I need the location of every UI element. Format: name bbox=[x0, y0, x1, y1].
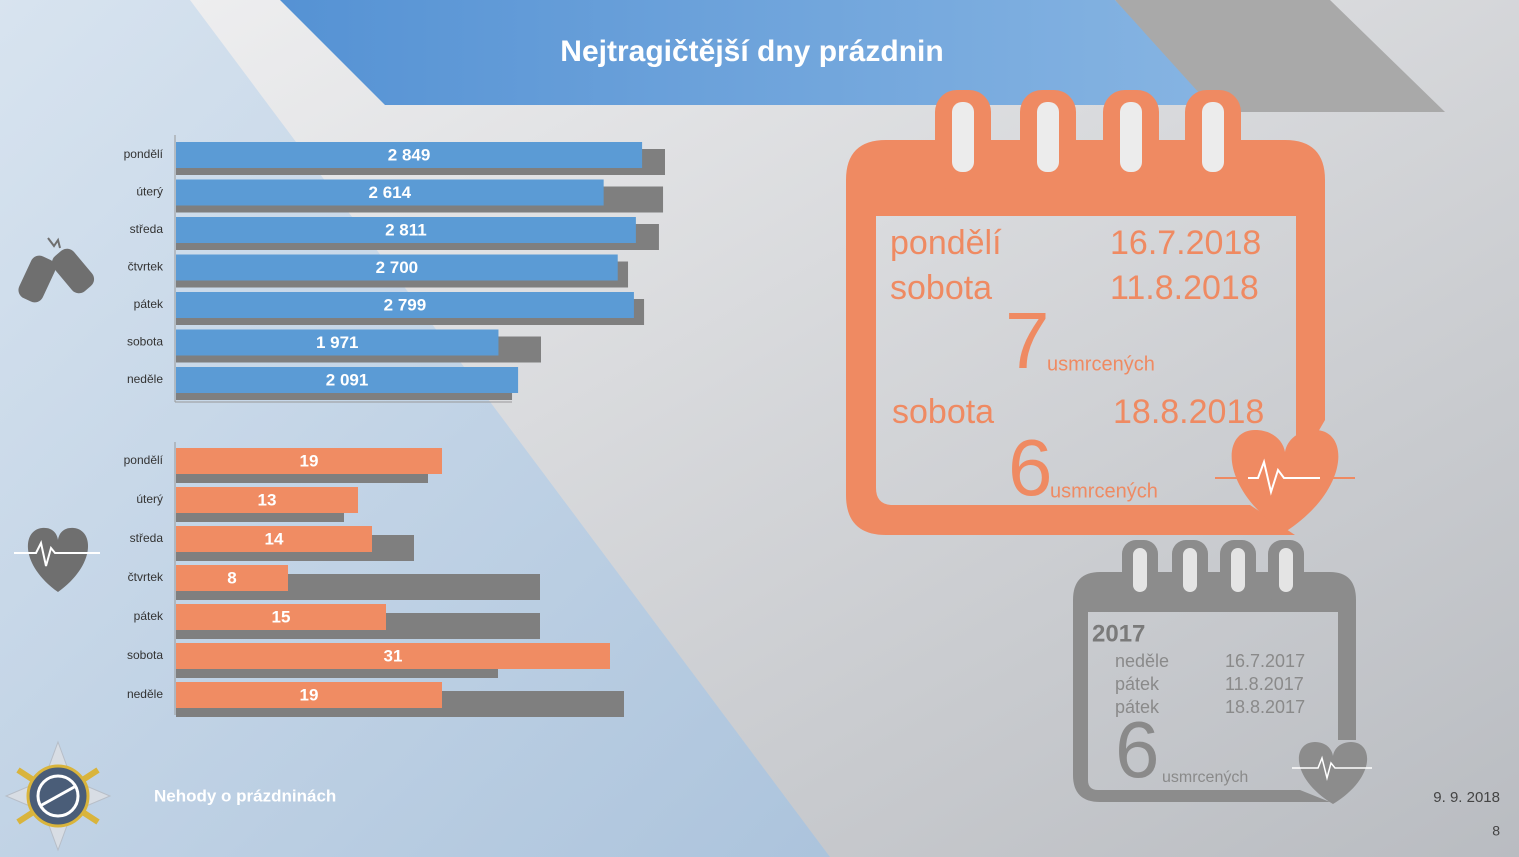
value-label: 2 811 bbox=[385, 220, 427, 239]
value-label: 19 bbox=[300, 451, 319, 470]
category-label: úterý bbox=[136, 185, 163, 199]
value-label: 2 799 bbox=[384, 295, 427, 314]
value-label: 2 614 bbox=[369, 183, 412, 202]
banner-accent bbox=[1115, 0, 1445, 112]
calendar-day: sobota bbox=[890, 269, 992, 307]
slide-title: Nejtragičtější dny prázdnin bbox=[560, 35, 943, 68]
death-count: 6 bbox=[1115, 705, 1160, 794]
calendar-date: 16.7.2018 bbox=[1110, 224, 1261, 262]
bar bbox=[176, 254, 618, 281]
bar bbox=[176, 604, 386, 630]
value-label: 19 bbox=[300, 685, 319, 704]
bar bbox=[176, 367, 519, 393]
calendar-date: 18.8.2018 bbox=[1113, 393, 1264, 431]
calendar-date: 11.8.2017 bbox=[1225, 674, 1304, 694]
calendar-day: neděle bbox=[1115, 651, 1169, 671]
calendar-date: 18.8.2017 bbox=[1225, 697, 1305, 717]
background-shape bbox=[0, 0, 830, 857]
bar bbox=[176, 142, 643, 168]
value-label: 2 849 bbox=[388, 145, 431, 164]
calendar-day: pátek bbox=[1115, 697, 1160, 717]
value-label: 2 700 bbox=[376, 258, 419, 277]
bar bbox=[176, 292, 634, 318]
bar bbox=[176, 526, 372, 552]
bar bbox=[176, 448, 442, 474]
death-count: 7 bbox=[1005, 296, 1050, 385]
police-logo bbox=[4, 740, 112, 852]
bar bbox=[176, 565, 288, 591]
value-label: 14 bbox=[265, 529, 284, 548]
value-label: 13 bbox=[258, 490, 277, 509]
calendar-day: sobota bbox=[892, 393, 994, 431]
bar bbox=[176, 179, 604, 206]
category-label: neděle bbox=[127, 372, 163, 386]
title-banner bbox=[280, 0, 1210, 105]
bar bbox=[176, 329, 499, 356]
heart-icon bbox=[14, 527, 100, 592]
category-label: pátek bbox=[134, 609, 164, 623]
value-label: 15 bbox=[272, 607, 291, 626]
category-label: pátek bbox=[134, 297, 164, 311]
death-unit: usmrcených bbox=[1047, 353, 1155, 375]
category-label: čtvrtek bbox=[128, 260, 164, 274]
category-label: středa bbox=[130, 531, 164, 545]
death-count: 6 bbox=[1008, 423, 1053, 512]
value-label: 2 091 bbox=[326, 370, 369, 389]
category-label: středa bbox=[130, 222, 164, 236]
page-number: 8 bbox=[1492, 823, 1500, 839]
bar bbox=[176, 643, 610, 669]
calendar-year: 2017 bbox=[1092, 620, 1145, 647]
bar bbox=[176, 682, 442, 708]
calendar-day: pondělí bbox=[890, 224, 1002, 262]
death-unit: usmrcených bbox=[1162, 769, 1248, 786]
bar bbox=[176, 217, 636, 243]
bar bbox=[176, 487, 358, 513]
footer-label: Nehody o prázdninách bbox=[154, 786, 336, 805]
calendar-date: 16.7.2017 bbox=[1225, 651, 1305, 671]
footer-date: 9. 9. 2018 bbox=[1433, 789, 1500, 806]
death-unit: usmrcených bbox=[1050, 480, 1158, 502]
category-label: sobota bbox=[127, 335, 163, 349]
category-label: sobota bbox=[127, 648, 163, 662]
value-label: 8 bbox=[227, 568, 236, 587]
category-label: úterý bbox=[136, 492, 163, 506]
category-label: pondělí bbox=[124, 147, 164, 161]
calendar-day: pátek bbox=[1115, 674, 1160, 694]
value-label: 1 971 bbox=[316, 333, 359, 352]
category-label: neděle bbox=[127, 687, 163, 701]
calendar-2017 bbox=[1073, 540, 1372, 804]
value-label: 31 bbox=[384, 646, 403, 665]
calendar-date: 11.8.2018 bbox=[1110, 269, 1259, 307]
category-label: pondělí bbox=[124, 453, 164, 467]
category-label: čtvrtek bbox=[128, 570, 164, 584]
calendar-2018 bbox=[846, 90, 1355, 535]
crash-icon bbox=[18, 237, 95, 303]
